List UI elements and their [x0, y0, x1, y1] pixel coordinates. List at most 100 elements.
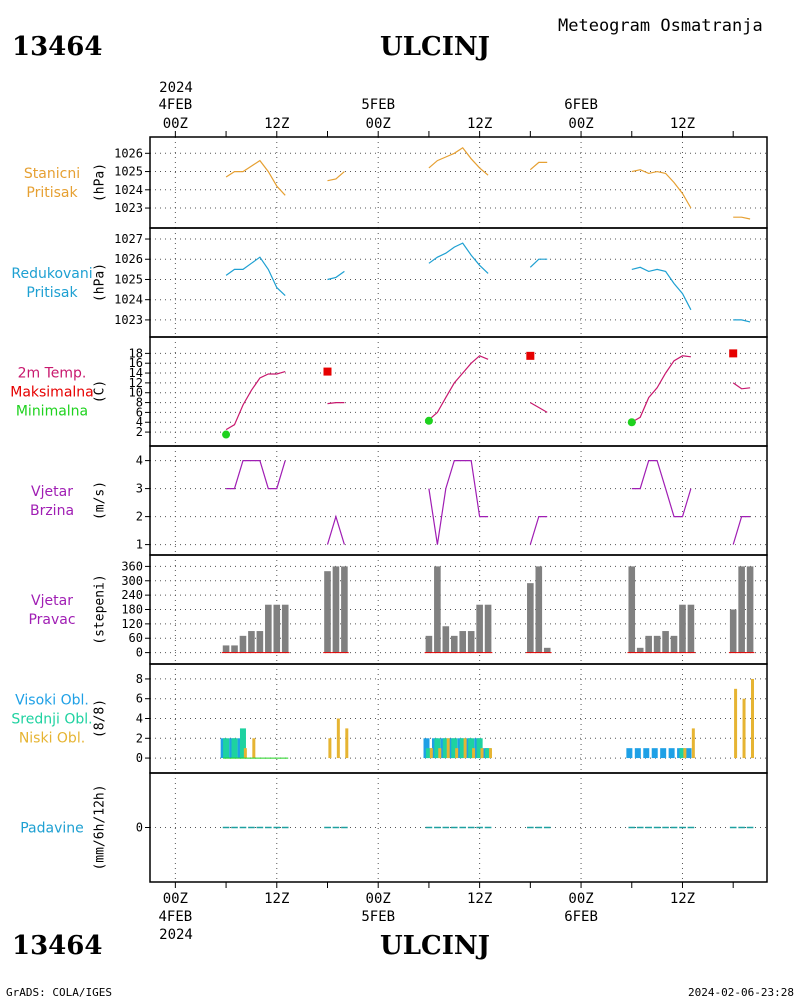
low-cloud-bar	[750, 678, 754, 759]
low-cloud-bar	[734, 688, 738, 759]
low-cloud-bar	[243, 748, 247, 759]
low-cloud-bar	[742, 698, 746, 759]
panel-frame	[149, 227, 768, 338]
series-line	[428, 242, 489, 274]
top-year-label: 2024	[159, 80, 193, 96]
y-tick-label: 8	[136, 396, 143, 410]
y-tick-label: 240	[121, 588, 143, 602]
low-cloud-bar	[480, 748, 484, 759]
panel-label: Redukovani	[11, 266, 92, 282]
bottom-hour-label: 00Z	[163, 891, 188, 907]
y-tick-label: 6	[136, 692, 143, 706]
series-line	[225, 159, 286, 196]
y-tick-label: 18	[129, 346, 143, 360]
y-tick-label: 0	[136, 821, 143, 835]
y-tick-label: 10	[129, 386, 143, 400]
series-line	[428, 460, 489, 545]
high-cloud-bar	[643, 748, 650, 759]
top-date-label: 4FEB	[158, 97, 192, 113]
direction-bar	[636, 647, 644, 653]
mid-cloud-bar	[425, 748, 432, 759]
y-tick-label: 2	[136, 510, 143, 524]
y-tick-label: 6	[136, 405, 143, 419]
mid-cloud-bar	[239, 728, 246, 759]
bottom-hour-label: 12Z	[264, 891, 289, 907]
y-tick-label: 3	[136, 482, 143, 496]
station-name-top: ULCINJ	[380, 32, 490, 62]
low-cloud-bar	[446, 738, 450, 759]
low-cloud-bar	[455, 748, 459, 759]
direction-bar	[442, 626, 450, 653]
series-line	[631, 169, 692, 209]
direction-bar	[281, 604, 289, 653]
max-temp-marker	[729, 349, 738, 358]
bottom-date-label: 5FEB	[361, 909, 395, 925]
direction-bar	[628, 566, 636, 653]
direction-bar	[324, 571, 331, 653]
panel-label: Padavine	[20, 821, 84, 837]
min-temp-marker	[222, 430, 231, 439]
low-cloud-bar	[438, 748, 442, 759]
mid-cloud-bar	[459, 738, 466, 759]
panel-station_pressure: 1023 1024 1025 1026 (hPa) Stanicni Pritisak	[24, 136, 768, 229]
top-hour-label: 12Z	[264, 116, 289, 132]
series-line	[226, 460, 286, 490]
y-tick-label: 120	[121, 617, 143, 631]
y-tick-label: 1025	[114, 272, 143, 286]
y-tick-label: 1027	[114, 232, 143, 246]
direction-bar	[484, 604, 492, 653]
panel-cloud_cover: 0 2 4 6 8 (8/8) Visoki Obl. Srednji Obl. Niski O…	[11, 663, 768, 774]
panel-precipitation: 0 (mm/6h/12h) Padavine	[20, 772, 768, 883]
top-hour-label: 00Z	[366, 116, 391, 132]
direction-bar	[231, 645, 238, 653]
series-line	[529, 515, 548, 545]
series-line	[529, 161, 548, 171]
bottom-date-label: 4FEB	[158, 909, 192, 925]
y-axis-label: (hPa)	[93, 263, 108, 302]
y-tick-label: 1025	[114, 165, 143, 179]
panel-label: Maksimalna	[10, 385, 94, 401]
direction-bar	[239, 635, 247, 653]
high-cloud-bar	[660, 748, 667, 759]
y-tick-label: 4	[136, 454, 143, 468]
y-tick-label: 0	[136, 646, 143, 660]
panel-label: Pravac	[28, 612, 75, 628]
series-line	[529, 258, 548, 268]
max-temp-marker	[526, 351, 535, 360]
y-tick-label: 2	[136, 731, 143, 745]
y-tick-label: 4	[136, 712, 143, 726]
high-cloud-bar	[651, 748, 658, 759]
panel-label: Srednji Obl.	[11, 712, 92, 728]
y-tick-label: 180	[121, 603, 143, 617]
top-hour-label: 12Z	[670, 116, 695, 132]
direction-bar	[450, 635, 458, 653]
low-cloud-bar	[429, 748, 433, 759]
min-temp-marker	[627, 418, 636, 427]
panel-wind_speed: 1 2 3 4 (m/s) Vjetar Brzina	[30, 445, 768, 556]
station-name-bottom: ULCINJ	[380, 931, 490, 961]
series-line	[225, 256, 286, 297]
y-tick-label: 1023	[114, 313, 143, 327]
direction-bar	[738, 566, 745, 653]
bottom-date-label: 6FEB	[564, 909, 598, 925]
series-line	[733, 216, 751, 220]
direction-bar	[670, 635, 678, 653]
bottom-hour-label: 00Z	[366, 891, 391, 907]
direction-bar	[425, 635, 433, 653]
series-line	[327, 402, 345, 405]
series-line	[225, 371, 286, 431]
bottom-hour-label: 12Z	[670, 891, 695, 907]
top-date-label: 5FEB	[361, 97, 395, 113]
direction-bar	[687, 604, 695, 653]
panel-label: Visoki Obl.	[15, 693, 89, 709]
direction-bar	[341, 566, 348, 653]
direction-bar	[476, 604, 483, 653]
direction-bar	[434, 566, 441, 653]
low-cloud-bar	[691, 728, 695, 759]
direction-bar	[729, 609, 737, 653]
series-line	[428, 146, 489, 176]
direction-bar	[653, 635, 661, 653]
product-title: Meteogram Osmatranja	[558, 16, 763, 36]
